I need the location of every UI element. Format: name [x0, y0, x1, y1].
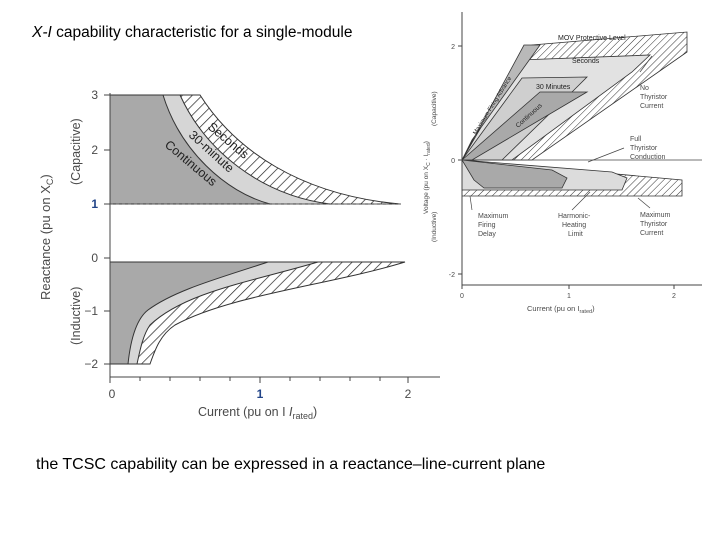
harmonic-heating-limit-annotation: Harmonic-Heating Limit [558, 191, 591, 238]
left-xaxis-label: Current (pu on I Irated) [198, 405, 317, 421]
right-xtick-label: 2 [672, 293, 676, 300]
full-thyristor-conduction-annotation: Full Thyristor Conduction [587, 136, 666, 163]
left-xtick-label: 2 [405, 387, 412, 401]
left-xtick-label: 1 [257, 387, 264, 401]
inductive-label: (Inductive) [69, 287, 83, 345]
right-yaxis-label: Voltage (pu on XC · Irated) [423, 141, 432, 214]
right-ytick-label: 0 [451, 158, 455, 165]
left-x-ticks [109, 377, 409, 383]
slide-caption: the TCSC capability can be expressed in … [36, 456, 546, 473]
mov-protective-level-label: MOV Protective Level [558, 35, 626, 42]
right-ytick-label: 2 [451, 44, 455, 51]
max-firing-delay-annotation: Maximum Firing Delay [469, 195, 509, 238]
cap-continuous-region [109, 94, 271, 205]
right-xaxis-label: Current (pu on Irated) [527, 304, 595, 315]
left-yaxis-label: Reactance (pu on XC) [38, 174, 55, 300]
left-ytick-label: 0 [91, 251, 98, 265]
left-ytick-label: 3 [91, 88, 98, 102]
no-thyristor-current-annotation: No Thyristor Current [639, 55, 668, 110]
left-ytick-label: 2 [91, 143, 98, 157]
left-ytick-label: 1 [91, 197, 98, 211]
max-firing-advance-band [461, 44, 541, 161]
left-y-ticks [104, 94, 110, 365]
right-xtick-label: 0 [460, 293, 464, 300]
max-thyristor-current-annotation: Maximum Thyristor Current [637, 197, 671, 237]
seconds-label: Seconds [572, 58, 600, 65]
thirty-minutes-label: 30 Minutes [536, 84, 571, 91]
capacitive-label: (Capacitive) [69, 118, 83, 185]
slide-title: X-I capability characteristic for a sing… [32, 24, 353, 41]
right-inductive-label: (Inductive) [431, 212, 438, 242]
left-ytick-label: −1 [84, 304, 98, 318]
right-ticks [458, 45, 675, 289]
right-voltage-current-figure: 2 0 -2 0 1 2 Current (pu on Irated) Volt… [423, 12, 702, 315]
right-ytick-label: -2 [449, 272, 455, 279]
left-ytick-label: −2 [84, 357, 98, 371]
right-capacitive-label: (Capacitive) [431, 91, 438, 126]
ind-continuous-region [109, 261, 269, 365]
right-xtick-label: 1 [567, 293, 571, 300]
left-xtick-label: 0 [109, 387, 116, 401]
lower-dark-region [461, 159, 568, 189]
